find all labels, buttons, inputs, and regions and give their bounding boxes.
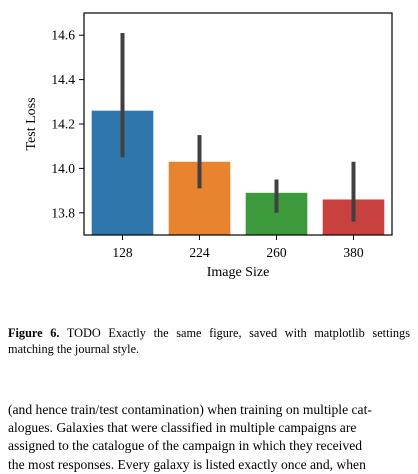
y-tick-label-14-2: 14.2 — [51, 117, 75, 132]
y-tick-label-13-8: 13.8 — [51, 205, 75, 220]
x-tick-label-128: 128 — [112, 245, 133, 260]
body-line: alogues. Galaxies that were classified i… — [8, 420, 357, 436]
y-tick-label-14-6: 14.6 — [51, 28, 75, 43]
figure-caption: Figure 6. TODO Exactly the same figure, … — [8, 325, 410, 357]
figure-caption-text: TODO Exactly the same figure, saved with… — [8, 326, 410, 356]
body-line: the most responses. Every galaxy is list… — [8, 456, 366, 472]
figure-caption-label: Figure 6. — [8, 326, 60, 340]
y-tick-label-14-0: 14.0 — [51, 161, 75, 176]
x-tick-label-260: 260 — [266, 245, 287, 260]
body-line: assigned to the catalogue of the campaig… — [8, 438, 363, 454]
body-paragraph: (and hence train/test contamination) whe… — [8, 401, 410, 474]
x-tick-label-380: 380 — [343, 245, 364, 260]
x-axis-label: Image Size — [207, 265, 270, 280]
body-line: (and hence train/test contamination) whe… — [8, 402, 372, 417]
bar-chart: 13.8 14.0 14.2 14.4 14.6 128 224 260 380 Test L… — [24, 12, 393, 280]
x-tick-label-224: 224 — [189, 245, 210, 260]
y-tick-label-14-4: 14.4 — [51, 72, 75, 87]
y-axis-label: Test Loss — [24, 97, 39, 150]
